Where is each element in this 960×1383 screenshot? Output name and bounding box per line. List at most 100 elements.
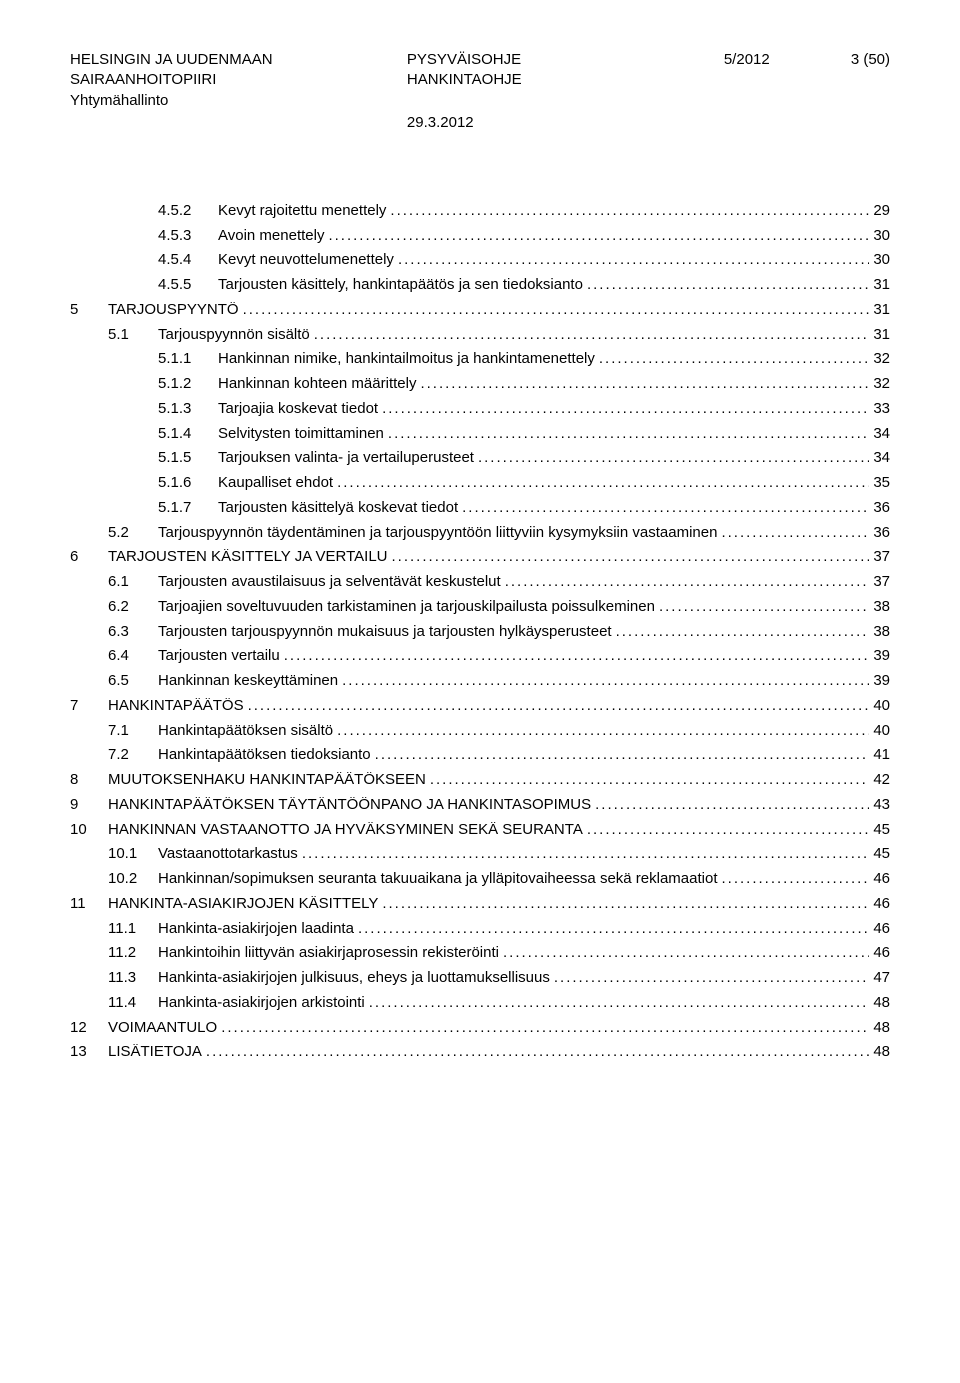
- toc-entry[interactable]: 6.4Tarjousten vertailu39: [70, 648, 890, 664]
- doc-line2: HANKINTAOHJE: [407, 70, 684, 90]
- toc-page-number: 33: [869, 401, 890, 417]
- toc-entry[interactable]: 5.1.4Selvitysten toimittaminen34: [70, 426, 890, 442]
- toc-entry[interactable]: 5.1.3Tarjoajia koskevat tiedot33: [70, 401, 890, 417]
- toc-leader-dots: [206, 1044, 869, 1060]
- toc-leader-dots: [616, 624, 870, 640]
- toc-label: Tarjouspyynnön täydentäminen ja tarjousp…: [158, 525, 721, 541]
- toc-entry[interactable]: 5.1.1Hankinnan nimike, hankintailmoitus …: [70, 351, 890, 367]
- toc-label: HANKINTAPÄÄTÖKSEN TÄYTÄNTÖÖNPANO JA HANK…: [108, 797, 595, 813]
- toc-entry[interactable]: 10.2Hankinnan/sopimuksen seuranta takuua…: [70, 871, 890, 887]
- toc-entry[interactable]: 11.3Hankinta-asiakirjojen julkisuus, ehe…: [70, 970, 890, 986]
- toc-label: Hankinnan nimike, hankintailmoitus ja ha…: [218, 351, 599, 367]
- toc-page-number: 30: [869, 252, 890, 268]
- toc-label: Tarjouksen valinta- ja vertailuperusteet: [218, 450, 478, 466]
- toc-entry[interactable]: 5.1.6Kaupalliset ehdot35: [70, 475, 890, 491]
- toc-entry[interactable]: 5TARJOUSPYYNTÖ31: [70, 302, 890, 318]
- toc-number: 4.5.5: [70, 277, 218, 293]
- toc-label: HANKINNAN VASTAANOTTO JA HYVÄKSYMINEN SE…: [108, 822, 587, 838]
- toc-page-number: 46: [869, 945, 890, 961]
- toc-page-number: 48: [869, 1020, 890, 1036]
- toc-number: 9: [70, 797, 108, 813]
- toc-page-number: 38: [869, 624, 890, 640]
- toc-page-number: 29: [869, 203, 890, 219]
- toc-entry[interactable]: 7.2Hankintapäätöksen tiedoksianto41: [70, 747, 890, 763]
- toc-entry[interactable]: 6.1Tarjousten avaustilaisuus ja selventä…: [70, 574, 890, 590]
- toc-page-number: 48: [869, 995, 890, 1011]
- toc-entry[interactable]: 13LISÄTIETOJA48: [70, 1044, 890, 1060]
- toc-entry[interactable]: 7HANKINTAPÄÄTÖS 40: [70, 698, 890, 714]
- toc-label: Hankinta-asiakirjojen julkisuus, eheys j…: [158, 970, 554, 986]
- toc-number: 6.2: [70, 599, 158, 615]
- toc-leader-dots: [243, 302, 870, 318]
- table-of-contents: 4.5.2Kevyt rajoitettu menettely29 4.5.3Av…: [70, 203, 890, 1060]
- toc-entry[interactable]: 5.1.5Tarjouksen valinta- ja vertailuperu…: [70, 450, 890, 466]
- toc-label: VOIMAANTULO: [108, 1020, 221, 1036]
- toc-entry[interactable]: 6.2Tarjoajien soveltuvuuden tarkistamine…: [70, 599, 890, 615]
- toc-leader-dots: [505, 574, 870, 590]
- toc-leader-dots: [221, 1020, 869, 1036]
- toc-number: 11.3: [70, 970, 158, 986]
- toc-page-number: 37: [869, 549, 890, 565]
- toc-entry[interactable]: 10HANKINNAN VASTAANOTTO JA HYVÄKSYMINEN …: [70, 822, 890, 838]
- org-line1: HELSINGIN JA UUDENMAAN: [70, 50, 347, 70]
- toc-label: Tarjousten avaustilaisuus ja selventävät…: [158, 574, 505, 590]
- toc-label: HANKINTA-ASIAKIRJOJEN KÄSITTELY: [108, 896, 382, 912]
- org-line2: SAIRAANHOITOPIIRI: [70, 70, 347, 90]
- toc-leader-dots: [587, 822, 869, 838]
- toc-entry[interactable]: 4.5.4Kevyt neuvottelumenettely30: [70, 252, 890, 268]
- toc-number: 5.1.6: [70, 475, 218, 491]
- toc-entry[interactable]: 11.1Hankinta-asiakirjojen laadinta46: [70, 921, 890, 937]
- toc-leader-dots: [587, 277, 869, 293]
- toc-entry[interactable]: 10.1Vastaanottotarkastus45: [70, 846, 890, 862]
- toc-label: Tarjoajia koskevat tiedot: [218, 401, 382, 417]
- toc-entry[interactable]: 8MUUTOKSENHAKU HANKINTAPÄÄTÖKSEEN42: [70, 772, 890, 788]
- toc-label: Hankintapäätöksen sisältö: [158, 723, 337, 739]
- toc-entry[interactable]: 4.5.2Kevyt rajoitettu menettely29: [70, 203, 890, 219]
- toc-entry[interactable]: 6.5Hankinnan keskeyttäminen39: [70, 673, 890, 689]
- toc-page-number: 47: [869, 970, 890, 986]
- toc-leader-dots: [462, 500, 869, 516]
- toc-leader-dots: [659, 599, 869, 615]
- toc-entry[interactable]: 11.4Hankinta-asiakirjojen arkistointi48: [70, 995, 890, 1011]
- toc-number: 6.3: [70, 624, 158, 640]
- toc-page-number: 34: [869, 450, 890, 466]
- toc-page-number: 42: [869, 772, 890, 788]
- toc-number: 10.2: [70, 871, 158, 887]
- toc-entry[interactable]: 7.1Hankintapäätöksen sisältö40: [70, 723, 890, 739]
- toc-number: 12: [70, 1020, 108, 1036]
- toc-leader-dots: [595, 797, 869, 813]
- toc-number: 7: [70, 698, 108, 714]
- toc-leader-dots: [503, 945, 869, 961]
- toc-label: Vastaanottotarkastus: [158, 846, 302, 862]
- toc-leader-dots: [342, 673, 869, 689]
- toc-page-number: 45: [869, 822, 890, 838]
- toc-label: Tarjousten käsittelyä koskevat tiedot: [218, 500, 462, 516]
- toc-entry[interactable]: 11HANKINTA-ASIAKIRJOJEN KÄSITTELY46: [70, 896, 890, 912]
- toc-entry[interactable]: 6.3Tarjousten tarjouspyynnön mukaisuus j…: [70, 624, 890, 640]
- header-doc: PYSYVÄISOHJE HANKINTAOHJE 29.3.2012: [347, 50, 684, 133]
- toc-entry[interactable]: 5.1.2Hankinnan kohteen määrittely32: [70, 376, 890, 392]
- toc-entry[interactable]: 4.5.5Tarjousten käsittely, hankintapäätö…: [70, 277, 890, 293]
- doc-line1: PYSYVÄISOHJE: [407, 50, 684, 70]
- toc-entry[interactable]: 9HANKINTAPÄÄTÖKSEN TÄYTÄNTÖÖNPANO JA HAN…: [70, 797, 890, 813]
- toc-entry[interactable]: 5.1Tarjouspyynnön sisältö31: [70, 327, 890, 343]
- toc-entry[interactable]: 5.2Tarjouspyynnön täydentäminen ja tarjo…: [70, 525, 890, 541]
- toc-leader-dots: [358, 921, 869, 937]
- toc-number: 5.1.1: [70, 351, 218, 367]
- toc-leader-dots: [388, 426, 869, 442]
- toc-number: 6.4: [70, 648, 158, 664]
- toc-page-number: 46: [869, 871, 890, 887]
- toc-entry[interactable]: 11.2Hankintoihin liittyvän asiakirjapros…: [70, 945, 890, 961]
- toc-page-number: 40: [869, 698, 890, 714]
- toc-label: HANKINTAPÄÄTÖS: [108, 698, 248, 714]
- toc-entry[interactable]: 5.1.7Tarjousten käsittelyä koskevat tied…: [70, 500, 890, 516]
- toc-entry[interactable]: 6TARJOUSTEN KÄSITTELY JA VERTAILU37: [70, 549, 890, 565]
- toc-page-number: 48: [869, 1044, 890, 1060]
- toc-page-number: 36: [869, 525, 890, 541]
- toc-number: 4.5.3: [70, 228, 218, 244]
- toc-number: 11.2: [70, 945, 158, 961]
- toc-entry[interactable]: 12VOIMAANTULO 48: [70, 1020, 890, 1036]
- toc-leader-dots: [248, 698, 870, 714]
- toc-entry[interactable]: 4.5.3Avoin menettely30: [70, 228, 890, 244]
- toc-page-number: 32: [869, 351, 890, 367]
